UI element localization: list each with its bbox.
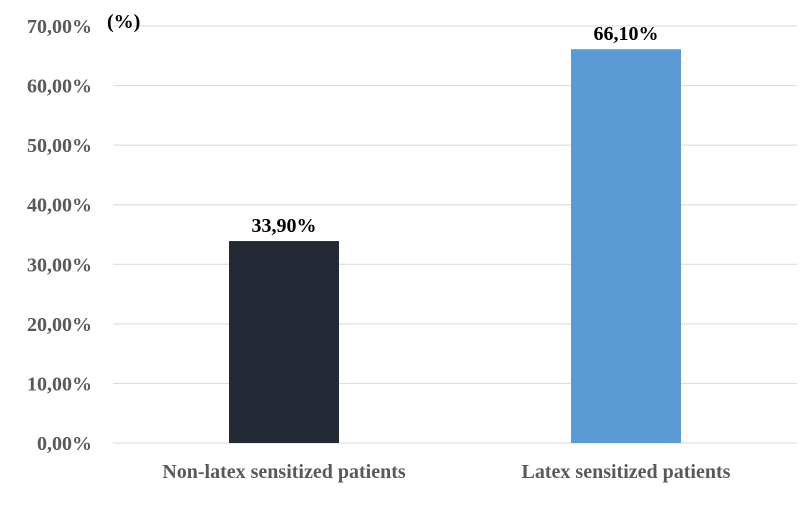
y-tick-label: 60,00% xyxy=(27,76,92,98)
y-tick-label: 40,00% xyxy=(27,195,92,217)
data-labels: 33,90% 66,10% xyxy=(252,23,659,237)
gridlines xyxy=(113,25,797,444)
bar-data-label: 33,90% xyxy=(252,215,317,237)
bar xyxy=(571,49,681,444)
x-axis-category-labels: Non-latex sensitized patients Latex sensi… xyxy=(162,461,730,483)
x-category-label: Latex sensitized patients xyxy=(522,461,731,483)
y-tick-label: 0,00% xyxy=(37,433,92,455)
y-tick-label: 10,00% xyxy=(27,373,92,395)
y-axis-unit-label: (%) xyxy=(107,11,140,33)
bar xyxy=(229,241,339,443)
y-tick-label: 30,00% xyxy=(27,254,92,276)
y-tick-label: 50,00% xyxy=(27,135,92,157)
y-tick-label: 20,00% xyxy=(27,314,92,336)
y-axis-tick-labels: 0,00% 10,00% 20,00% 30,00% 40,00% 50,00% 60,00… xyxy=(27,16,92,455)
bar-data-label: 66,10% xyxy=(594,23,659,45)
y-tick-label: 70,00% xyxy=(27,16,92,38)
bars xyxy=(229,49,681,444)
x-category-label: Non-latex sensitized patients xyxy=(162,461,406,483)
